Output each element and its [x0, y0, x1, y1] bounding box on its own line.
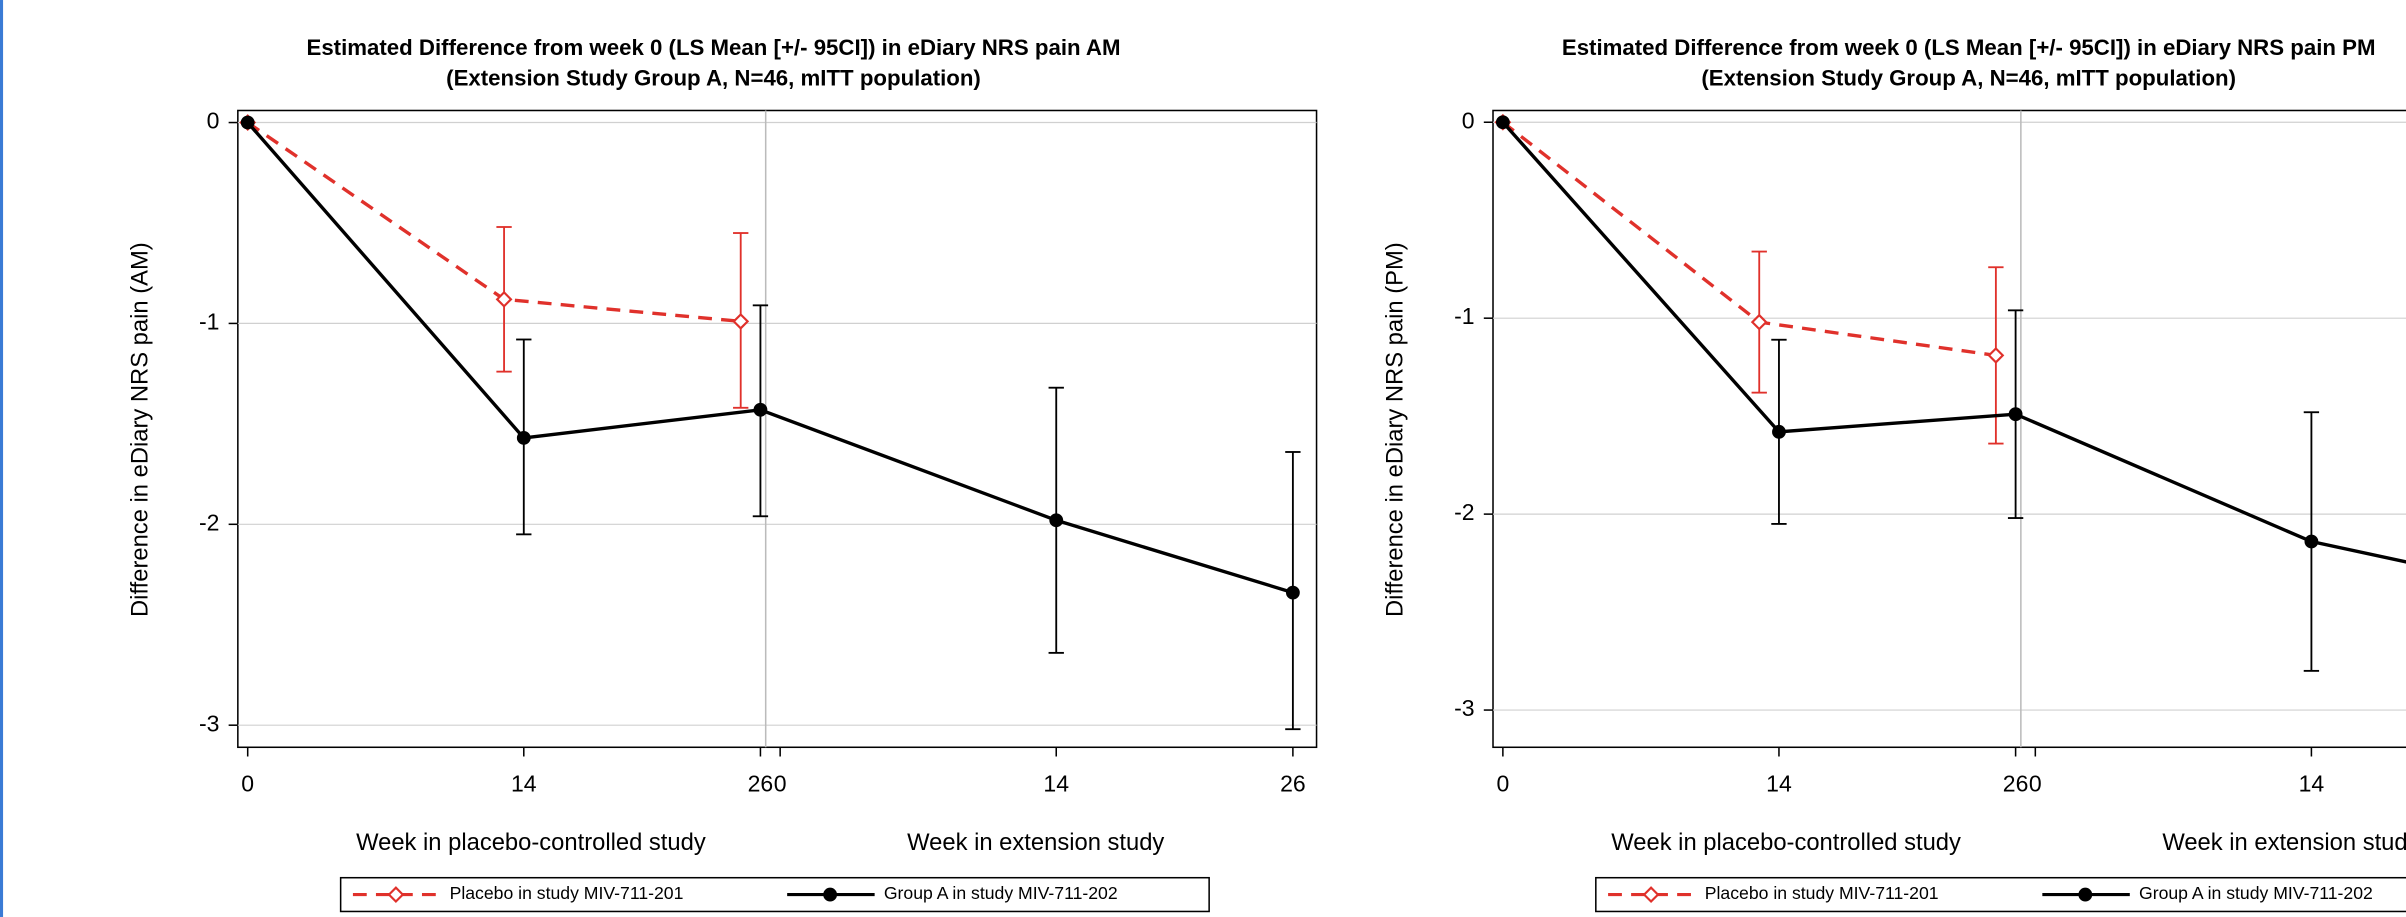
x-tick-label: 14 [1043, 771, 1069, 797]
marker [240, 115, 255, 130]
series-line [246, 121, 1294, 595]
marker [387, 886, 405, 904]
x-tick-label: 26 [2003, 771, 2029, 797]
y-axis-label: Difference in eDiary NRS pain (AM) [126, 242, 153, 617]
chart-title: Estimated Difference from week 0 (LS Mea… [306, 35, 1120, 60]
y-tick-label: -2 [199, 509, 219, 535]
chart-title: (Extension Study Group A, N=46, mITT pop… [446, 66, 981, 91]
y-tick-label: 0 [1462, 107, 1475, 133]
marker [2078, 887, 2093, 902]
marker [516, 431, 531, 445]
series-line [246, 121, 741, 324]
marker [753, 402, 768, 417]
x-tick-label: 14 [1766, 771, 1792, 797]
y-tick-label: -3 [199, 710, 219, 736]
marker [823, 887, 838, 902]
x-tick-label: 26 [748, 771, 774, 797]
chart-panel: Estimated Difference from week 0 (LS Mea… [126, 35, 1318, 913]
plot-area [1492, 109, 2406, 749]
marker [1987, 346, 2005, 364]
x-axis-label: Week in extension study [2162, 829, 2406, 856]
x-tick-label: 0 [1496, 771, 1509, 797]
marker [732, 312, 750, 330]
marker [2304, 534, 2319, 549]
marker [495, 290, 513, 308]
marker [2008, 407, 2023, 422]
chart-panel: Estimated Difference from week 0 (LS Mea… [1382, 35, 2406, 913]
chart-title: Estimated Difference from week 0 (LS Mea… [1562, 35, 2376, 60]
x-tick-label: 0 [2029, 771, 2042, 797]
x-tick-label: 26 [1280, 771, 1306, 797]
marker [1049, 513, 1064, 528]
marker [1772, 424, 1786, 439]
marker [1495, 115, 1510, 130]
marker [1642, 886, 1660, 904]
legend-label: Placebo in study MIV-711-201 [1705, 883, 1939, 903]
legend [339, 876, 1210, 913]
x-axis-label: Week in placebo-controlled study [1611, 829, 1961, 856]
x-tick-label: 0 [241, 771, 254, 797]
series-line [1501, 121, 2406, 564]
y-tick-label: -1 [199, 309, 219, 335]
y-tick-label: -3 [1454, 695, 1474, 721]
y-tick-label: -1 [1454, 303, 1474, 329]
y-tick-label: -2 [1454, 499, 1474, 525]
marker [1750, 313, 1768, 331]
legend-label: Group A in study MIV-711-202 [884, 883, 1118, 903]
x-tick-label: 14 [2299, 771, 2325, 797]
y-axis-label: Difference in eDiary NRS pain (PM) [1382, 242, 1409, 617]
x-axis-label: Week in extension study [907, 829, 1164, 856]
legend-label: Group A in study MIV-711-202 [2139, 883, 2373, 903]
chart-title: (Extension Study Group A, N=46, mITT pop… [1701, 66, 2236, 91]
legend [1595, 876, 2406, 913]
plot-area [237, 109, 1318, 749]
marker [1285, 585, 1300, 600]
legend-label: Placebo in study MIV-711-201 [450, 883, 684, 903]
series-line [1501, 120, 1997, 358]
x-tick-label: 0 [774, 771, 787, 797]
x-tick-label: 14 [511, 771, 537, 797]
x-axis-label: Week in placebo-controlled study [356, 829, 706, 856]
frame-border [0, 0, 4, 917]
y-tick-label: 0 [207, 108, 220, 134]
